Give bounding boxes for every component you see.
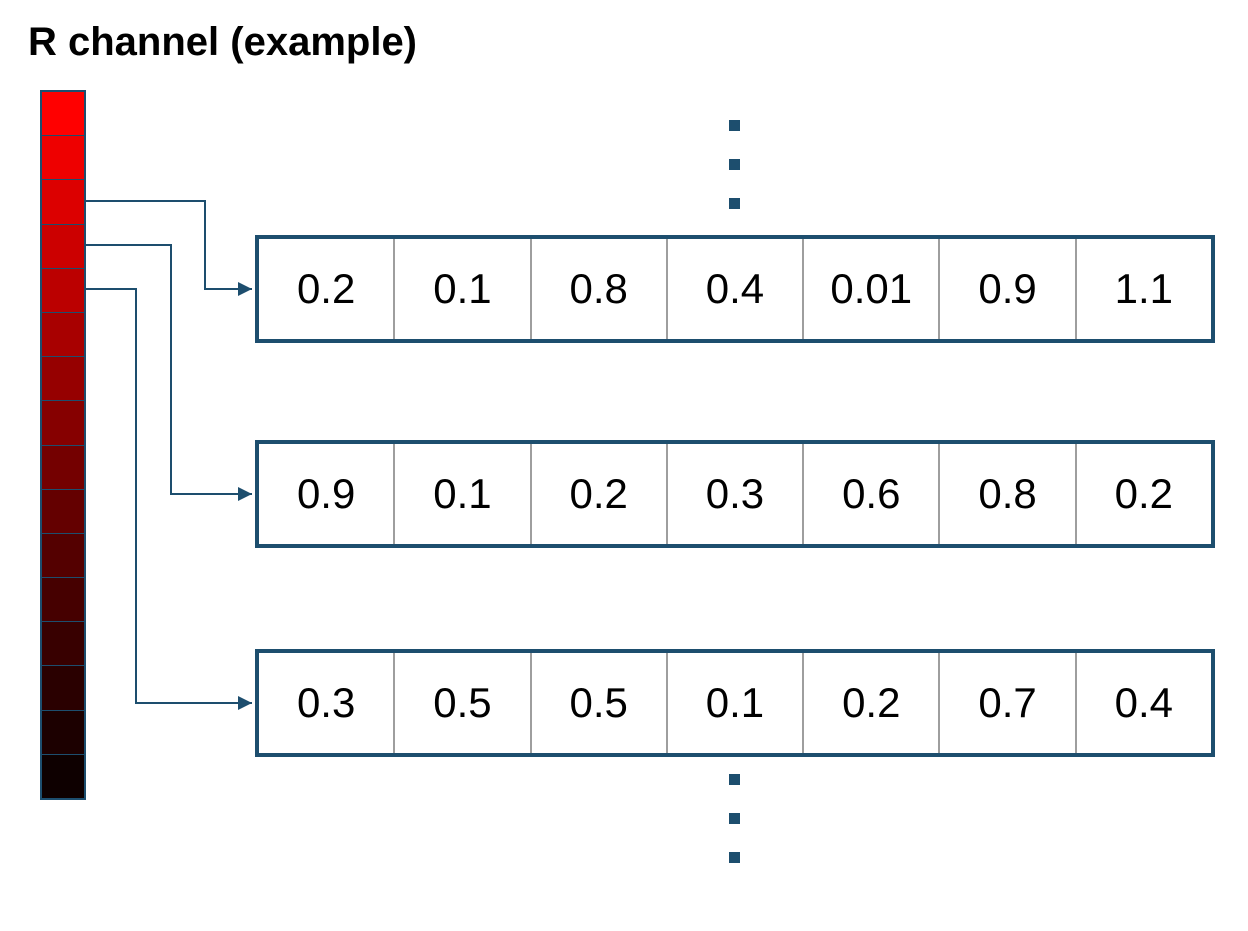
ellipsis-dot bbox=[728, 774, 740, 785]
vector-value-cell: 0.4 bbox=[1114, 679, 1174, 726]
vector-value-cell: 0.6 bbox=[804, 444, 941, 544]
vector-value-cell: 0.9 bbox=[259, 444, 396, 544]
channel-pixel-cell bbox=[42, 401, 84, 446]
channel-pixel-strip bbox=[40, 90, 86, 800]
connector-arrow-2 bbox=[86, 244, 252, 501]
ellipsis-dot bbox=[728, 813, 740, 824]
vector-value-cell: 0.01 bbox=[804, 239, 941, 339]
vector-value-cell: 0.1 bbox=[395, 239, 532, 339]
channel-pixel-cell bbox=[42, 754, 84, 798]
ellipsis-dot bbox=[728, 159, 740, 170]
channel-pixel-cell bbox=[42, 268, 84, 313]
channel-pixel-cell bbox=[42, 136, 84, 181]
vector-value-cell: 0.5 bbox=[532, 653, 668, 753]
channel-pixel-cell bbox=[42, 533, 84, 579]
channel-pixel-cell bbox=[42, 710, 84, 755]
vector-value-cell: 0.7 bbox=[940, 653, 1077, 753]
connector-arrow-1 bbox=[86, 200, 252, 296]
diagram-title: R channel (example) bbox=[28, 20, 418, 64]
ellipsis-dot bbox=[728, 198, 740, 209]
channel-pixel-cell bbox=[42, 180, 84, 225]
vector-value-cell: 0.8 bbox=[532, 239, 668, 339]
ellipsis-dot bbox=[728, 120, 740, 131]
ellipsis-dot bbox=[728, 852, 740, 863]
channel-pixel-cell bbox=[42, 622, 84, 667]
channel-pixel-cell bbox=[42, 92, 84, 137]
channel-pixel-cell bbox=[42, 489, 84, 534]
channel-pixel-cell bbox=[42, 312, 84, 358]
vector-value-cell: 0.1 bbox=[668, 653, 805, 753]
vertical-ellipsis-top bbox=[727, 120, 741, 209]
value-vector-row-2: 0.9 0.1 0.2 0.3 0.6 0.8 0.2 bbox=[255, 440, 1215, 548]
channel-pixel-cell bbox=[42, 224, 84, 269]
connector-arrow-3 bbox=[86, 288, 252, 710]
vector-value-cell: 0.3 bbox=[668, 444, 805, 544]
vector-value-cell: 0.4 bbox=[668, 239, 805, 339]
vector-value-cell: 0.2 bbox=[532, 444, 668, 544]
value-vector-row-3: 0.3 0.5 0.5 0.1 0.2 0.7 0.4 bbox=[255, 649, 1215, 757]
channel-pixel-cell bbox=[42, 357, 84, 402]
channel-pixel-cell bbox=[42, 445, 84, 490]
vector-value-cell: 0.3 bbox=[259, 653, 396, 753]
value-vector-row-1: 0.2 0.1 0.8 0.4 0.01 0.9 1.1 bbox=[255, 235, 1215, 343]
vector-value-cell: 1.1 bbox=[1114, 265, 1174, 312]
vector-value-cell: 0.2 bbox=[804, 653, 941, 753]
vector-value-cell: 0.5 bbox=[395, 653, 532, 753]
vertical-ellipsis-bottom bbox=[727, 774, 741, 863]
vector-value-cell: 0.2 bbox=[1114, 470, 1174, 517]
vector-value-cell: 0.8 bbox=[940, 444, 1077, 544]
vector-value-cell: 0.1 bbox=[395, 444, 532, 544]
vector-value-cell: 0.9 bbox=[940, 239, 1077, 339]
vector-value-cell: 0.2 bbox=[259, 239, 396, 339]
channel-pixel-cell bbox=[42, 578, 84, 623]
channel-pixel-cell bbox=[42, 666, 84, 711]
